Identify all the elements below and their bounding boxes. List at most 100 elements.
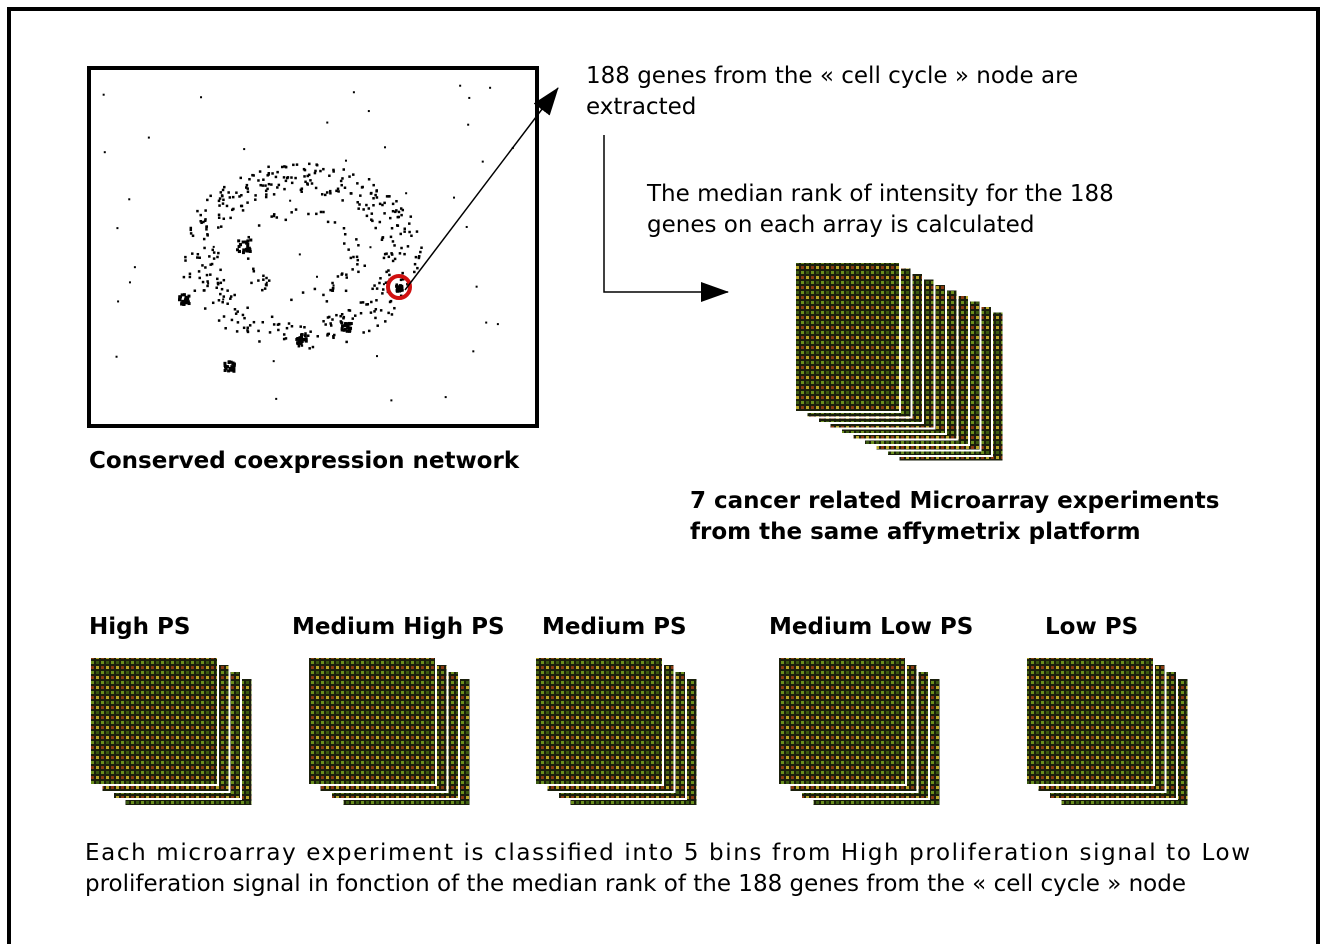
dot bbox=[381, 236, 385, 239]
dot bbox=[331, 318, 334, 321]
dot bbox=[206, 198, 209, 202]
dot bbox=[376, 324, 379, 327]
dot bbox=[391, 259, 395, 263]
dot bbox=[283, 165, 286, 168]
dot bbox=[225, 365, 229, 369]
dot bbox=[243, 316, 246, 320]
dot bbox=[237, 245, 241, 249]
dot bbox=[189, 228, 193, 232]
dot bbox=[301, 291, 305, 294]
dot bbox=[196, 252, 200, 256]
dot bbox=[337, 190, 340, 193]
dot bbox=[232, 369, 236, 373]
dot bbox=[309, 179, 312, 182]
dot bbox=[239, 204, 243, 208]
dot bbox=[400, 246, 403, 250]
dot bbox=[285, 176, 289, 180]
dot bbox=[208, 255, 211, 258]
dot bbox=[222, 278, 226, 282]
dot bbox=[496, 323, 499, 326]
dot bbox=[217, 226, 220, 229]
dot bbox=[202, 220, 205, 224]
dot bbox=[374, 308, 378, 311]
dot bbox=[390, 313, 394, 316]
dot bbox=[341, 177, 344, 180]
dot bbox=[203, 307, 207, 310]
dot bbox=[394, 210, 397, 214]
dot bbox=[308, 162, 311, 166]
dot bbox=[322, 293, 325, 297]
dot bbox=[228, 196, 232, 199]
dot bbox=[212, 245, 215, 248]
extraction-text: extracted bbox=[586, 94, 696, 120]
dot bbox=[299, 333, 303, 337]
dot bbox=[284, 179, 288, 183]
dot bbox=[325, 191, 329, 194]
dot bbox=[329, 322, 332, 325]
dot bbox=[314, 169, 317, 173]
dot bbox=[193, 289, 197, 292]
dot bbox=[244, 240, 248, 244]
dot bbox=[373, 310, 376, 313]
dot bbox=[326, 316, 330, 319]
dot bbox=[346, 325, 350, 329]
dot bbox=[352, 173, 355, 176]
dot bbox=[267, 171, 271, 175]
dot bbox=[417, 256, 421, 260]
dot bbox=[316, 335, 319, 338]
dot bbox=[329, 288, 332, 292]
dot bbox=[331, 281, 334, 285]
dot bbox=[209, 194, 212, 198]
dot bbox=[233, 293, 236, 297]
bin-label: Medium High PS bbox=[292, 614, 505, 640]
dot bbox=[347, 248, 350, 251]
dot bbox=[304, 339, 308, 343]
dot bbox=[351, 268, 354, 271]
dot bbox=[344, 159, 347, 162]
dot bbox=[217, 319, 221, 322]
dot bbox=[249, 238, 253, 242]
dot bbox=[197, 270, 201, 273]
dot bbox=[390, 226, 394, 230]
dot bbox=[367, 110, 370, 113]
dot bbox=[341, 324, 345, 328]
outer-frame bbox=[7, 7, 1320, 944]
dot bbox=[339, 179, 343, 183]
dot bbox=[128, 198, 131, 201]
dot bbox=[282, 176, 286, 179]
dot bbox=[357, 244, 360, 247]
dot bbox=[216, 277, 219, 281]
dot bbox=[357, 270, 360, 274]
dot bbox=[185, 298, 189, 302]
dot bbox=[420, 246, 423, 249]
dot bbox=[390, 399, 393, 402]
dot bbox=[381, 203, 384, 207]
dot bbox=[340, 272, 344, 275]
dot bbox=[345, 273, 348, 276]
dot bbox=[282, 333, 286, 336]
dot bbox=[184, 255, 187, 259]
dot bbox=[263, 287, 267, 290]
dot bbox=[356, 201, 359, 204]
microarray bbox=[1025, 656, 1155, 786]
dot bbox=[343, 327, 347, 331]
dot bbox=[182, 293, 186, 297]
dot bbox=[284, 165, 288, 169]
dot bbox=[203, 246, 206, 250]
dot bbox=[224, 367, 228, 371]
dot bbox=[356, 263, 359, 266]
dot bbox=[181, 299, 185, 303]
dot bbox=[351, 317, 355, 320]
dot bbox=[467, 123, 470, 126]
dot bbox=[344, 322, 348, 326]
dot bbox=[342, 168, 346, 171]
dot bbox=[409, 215, 413, 218]
dot bbox=[227, 369, 231, 373]
dot bbox=[326, 121, 329, 124]
dot bbox=[265, 276, 268, 280]
dot bbox=[228, 366, 232, 370]
dot bbox=[241, 251, 245, 255]
dot bbox=[378, 281, 381, 285]
dot bbox=[206, 280, 209, 283]
